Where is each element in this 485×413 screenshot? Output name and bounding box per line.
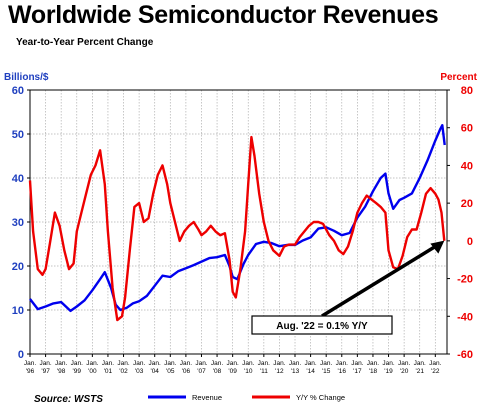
x-axis-tick-label-month: Jan.	[289, 360, 301, 367]
x-axis-tick-label-year: '14	[306, 368, 315, 375]
x-axis-tick-label-month: Jan.	[24, 360, 36, 367]
x-axis-tick-label-month: Jan.	[227, 360, 239, 367]
right-axis-tick-label: -40	[457, 311, 473, 323]
left-axis-tick-label: 0	[18, 349, 24, 361]
x-axis-tick-label-year: '15	[322, 368, 331, 375]
x-axis-tick-label-year: '09	[228, 368, 237, 375]
right-axis-tick-label: 40	[461, 160, 473, 172]
x-axis-tick-label-month: Jan.	[102, 360, 114, 367]
x-axis-tick-label-year: '11	[260, 368, 268, 375]
x-axis-tick-label-month: Jan.	[39, 360, 51, 367]
x-axis-tick-label-year: '99	[73, 368, 82, 375]
x-axis-tick-label-year: '16	[338, 368, 347, 375]
right-axis-tick-label: 0	[467, 236, 473, 248]
x-axis-tick-label-month: Jan.	[367, 360, 379, 367]
x-axis-tick-label-month: Jan.	[351, 360, 363, 367]
left-axis-tick-label: 60	[12, 85, 24, 97]
x-axis-tick-label-month: Jan.	[320, 360, 332, 367]
annotation-box	[251, 315, 393, 335]
x-axis-tick-label-month: Jan.	[429, 360, 441, 367]
right-axis-label: Percent	[440, 72, 477, 83]
right-axis-tick-label: 20	[461, 198, 473, 210]
x-axis-tick-label-month: Jan.	[242, 360, 254, 367]
x-axis-tick-label-year: '19	[384, 368, 393, 375]
x-axis-tick-label-month: Jan.	[117, 360, 129, 367]
x-axis-tick-label-month: Jan.	[211, 360, 223, 367]
x-axis-tick-label-year: '04	[150, 368, 159, 375]
x-axis-tick-label-year: '98	[57, 368, 66, 375]
series-line-yy-change	[28, 135, 446, 322]
legend-label-yy-change: Y/Y % Change	[296, 393, 345, 402]
right-axis-tick-label: 60	[461, 123, 473, 135]
x-axis-tick-label-month: Jan.	[336, 360, 348, 367]
left-axis-tick-label: 40	[12, 173, 24, 185]
annotation-arrow-line	[321, 243, 440, 318]
left-axis-tick-label: 20	[12, 261, 24, 273]
x-axis-tick-label-month: Jan.	[133, 360, 145, 367]
x-axis-tick-label-year: '13	[291, 368, 300, 375]
annotation-label: Aug. '22 = 0.1% Y/Y	[276, 321, 368, 332]
x-axis-tick-label-year: '97	[41, 368, 50, 375]
x-axis-tick-label-month: Jan.	[273, 360, 285, 367]
x-axis-tick-label-month: Jan.	[55, 360, 67, 367]
x-axis-tick-label-year: '00	[88, 368, 97, 375]
source-note: Source: WSTS	[34, 394, 103, 405]
x-axis-tick-label-month: Jan.	[382, 360, 394, 367]
x-axis-tick-label-year: '05	[166, 368, 175, 375]
x-axis-tick-label-year: '21	[415, 368, 424, 375]
x-axis-tick-label-year: '06	[182, 368, 191, 375]
x-axis-tick-label-year: '02	[119, 368, 128, 375]
x-axis-tick-label-year: '03	[135, 368, 144, 375]
right-axis-tick-label: 80	[461, 85, 473, 97]
x-axis-tick-label-month: Jan.	[164, 360, 176, 367]
x-axis-tick-label-year: '12	[275, 368, 284, 375]
x-axis-tick-label-year: '01	[104, 368, 113, 375]
x-axis-tick-label-month: Jan.	[180, 360, 192, 367]
left-axis-tick-label: 30	[12, 217, 24, 229]
x-axis-tick-label-year: '22	[431, 368, 440, 375]
x-axis-tick-label-month: Jan.	[195, 360, 207, 367]
x-axis-tick-label-year: '17	[353, 368, 362, 375]
legend-label-revenue: Revenue	[192, 393, 222, 402]
x-axis-tick-label-year: '10	[244, 368, 253, 375]
x-axis-tick-label-month: Jan.	[398, 360, 410, 367]
x-axis-tick-label-month: Jan.	[86, 360, 98, 367]
x-axis-tick-label-month: Jan.	[149, 360, 161, 367]
x-axis-tick-label-month: Jan.	[414, 360, 426, 367]
left-axis-tick-label: 10	[12, 305, 24, 317]
chart-title: Worldwide Semiconductor Revenues	[8, 1, 439, 29]
annotation-arrow-head	[430, 240, 445, 254]
left-axis-label: Billions/$	[4, 72, 49, 83]
x-axis-tick-label-year: '08	[213, 368, 222, 375]
x-axis-tick-label-month: Jan.	[304, 360, 316, 367]
x-axis-tick-label-year: '18	[369, 368, 378, 375]
left-axis-tick-label: 50	[12, 129, 24, 141]
chart-subtitle: Year-to-Year Percent Change	[16, 37, 154, 48]
x-axis-tick-label-month: Jan.	[71, 360, 83, 367]
x-axis-tick-label-year: '96	[26, 368, 35, 375]
x-axis-tick-label-month: Jan.	[258, 360, 270, 367]
right-axis-tick-label: -20	[457, 274, 473, 286]
x-axis-tick-label-year: '07	[197, 368, 206, 375]
x-axis-tick-label-year: '20	[400, 368, 409, 375]
right-axis-tick-label: -60	[457, 349, 473, 361]
